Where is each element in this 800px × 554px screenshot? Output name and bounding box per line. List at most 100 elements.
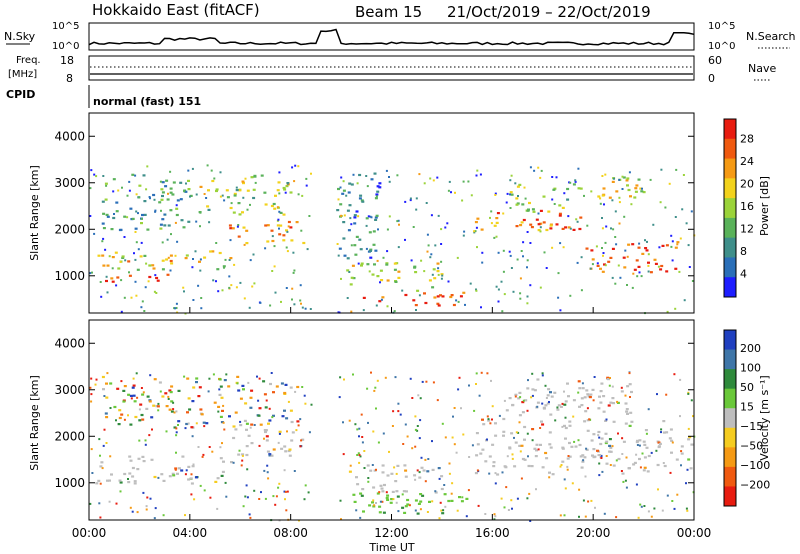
- velocity-noise: [586, 407, 589, 410]
- power-noise: [691, 280, 694, 282]
- velocity-cell: [602, 395, 606, 398]
- nsky-series-line: [88, 28, 695, 46]
- power-cell: [233, 194, 237, 197]
- title-dates: 21/Oct/2019 – 22/Oct/2019: [447, 3, 651, 21]
- velocity-cell: [581, 454, 585, 457]
- power-cell: [539, 222, 543, 225]
- velocity-cell: [95, 482, 99, 485]
- power-noise: [626, 255, 629, 258]
- velocity-noise: [99, 454, 101, 457]
- power-noise: [539, 230, 542, 233]
- velocity-cell: [431, 468, 435, 471]
- nsearch-tick-bottom: 10^0: [708, 41, 735, 52]
- power-noise: [505, 201, 508, 204]
- velocity-cell: [665, 431, 669, 434]
- power-noise: [551, 198, 554, 201]
- velocity-noise: [294, 390, 297, 393]
- velocity-noise: [217, 410, 220, 413]
- power-noise: [346, 297, 349, 299]
- velocity-cell: [381, 464, 385, 467]
- power-cell: [282, 234, 286, 237]
- velocity-noise: [285, 509, 288, 512]
- power-cell: [172, 181, 176, 184]
- power-cell: [480, 228, 484, 231]
- velocity-noise: [629, 396, 631, 398]
- velocity-cell: [494, 434, 498, 437]
- velocity-cell: [597, 407, 601, 410]
- y-tick-label: 2000: [54, 222, 85, 236]
- power-noise: [596, 262, 599, 265]
- velocity-cell: [521, 401, 525, 404]
- velocity-cell: [220, 474, 224, 477]
- power-noise: [243, 297, 246, 300]
- power-noise: [526, 231, 529, 233]
- velocity-cell: [213, 401, 217, 404]
- velocity-noise: [187, 422, 190, 425]
- power-noise: [89, 215, 92, 217]
- colorbar-tick-label: 15: [740, 401, 754, 414]
- velocity-cell: [643, 443, 647, 446]
- velocity-cell: [195, 377, 199, 380]
- power-cell: [274, 194, 277, 197]
- power-cell: [148, 264, 152, 267]
- power-noise: [254, 181, 257, 184]
- power-noise: [522, 241, 525, 244]
- power-cell: [641, 252, 645, 255]
- velocity-noise: [566, 468, 569, 471]
- power-noise: [105, 275, 108, 278]
- power-cell: [273, 207, 277, 210]
- power-noise: [475, 226, 478, 229]
- power-noise: [93, 173, 96, 176]
- power-cell: [385, 263, 389, 266]
- nsky-label: N.Sky: [4, 30, 36, 43]
- velocity-cell: [378, 505, 382, 508]
- velocity-cell: [356, 483, 360, 486]
- power-noise: [219, 195, 222, 198]
- velocity-noise: [301, 386, 304, 388]
- velocity-cell: [404, 505, 408, 508]
- velocity-noise: [660, 428, 663, 431]
- velocity-cell: [625, 408, 629, 411]
- velocity-cell: [600, 382, 604, 385]
- power-cell: [449, 295, 453, 299]
- velocity-noise: [304, 484, 307, 487]
- velocity-cell: [380, 487, 384, 490]
- velocity-noise: [564, 487, 567, 490]
- power-cell: [375, 193, 379, 196]
- velocity-cell: [563, 424, 566, 427]
- power-noise: [688, 266, 691, 268]
- power-cell: [232, 211, 236, 214]
- power-cell: [531, 208, 535, 211]
- velocity-noise: [201, 455, 204, 458]
- power-cell: [226, 196, 230, 199]
- velocity-cell: [441, 512, 445, 515]
- velocity-noise: [300, 439, 303, 442]
- nsearch-tick-top: 10^5: [708, 21, 735, 32]
- power-cell: [602, 187, 606, 190]
- velocity-cell: [630, 390, 633, 394]
- power-noise: [379, 281, 381, 284]
- power-noise: [249, 203, 251, 206]
- power-cell: [521, 203, 525, 206]
- velocity-cell: [638, 439, 642, 442]
- power-cell: [211, 179, 215, 183]
- velocity-noise: [493, 513, 496, 516]
- velocity-cell: [596, 449, 599, 452]
- velocity-cell: [227, 385, 231, 388]
- velocity-cell: [605, 440, 609, 443]
- power-noise: [135, 193, 138, 196]
- power-noise: [248, 306, 251, 309]
- power-cell: [358, 238, 362, 241]
- velocity-noise: [505, 486, 508, 489]
- power-noise: [415, 309, 417, 311]
- velocity-cell: [440, 487, 444, 491]
- velocity-cell: [191, 400, 195, 403]
- velocity-cell: [502, 430, 506, 433]
- velocity-cell: [118, 416, 122, 420]
- velocity-noise: [174, 468, 177, 471]
- power-noise: [135, 241, 138, 244]
- power-cell: [270, 204, 274, 208]
- velocity-noise: [275, 495, 278, 498]
- velocity-cell: [557, 404, 561, 407]
- cpid-text: normal (fast) 151: [93, 95, 201, 108]
